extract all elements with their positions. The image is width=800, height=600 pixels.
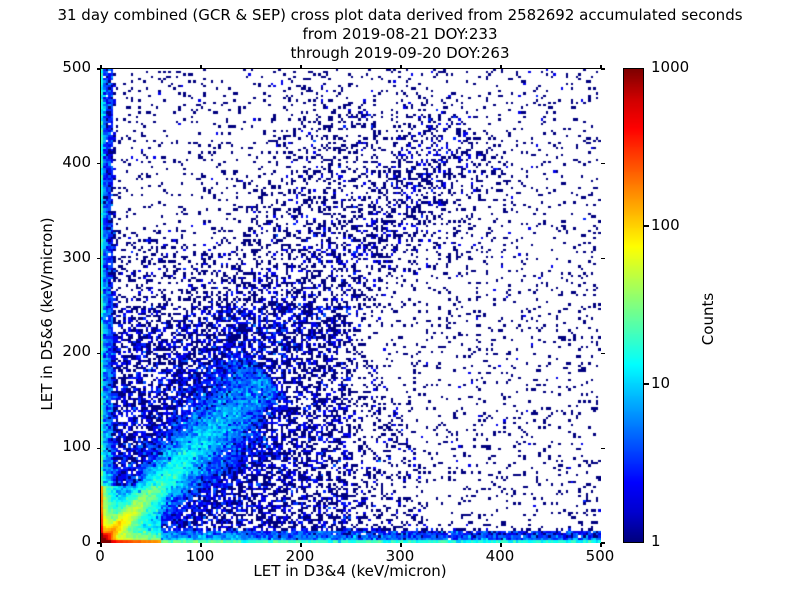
x-tick-mirror [500, 65, 502, 69]
y-tick-label: 100 [62, 437, 91, 456]
y-tick-mirror [601, 352, 605, 354]
x-tick-mirror [300, 65, 302, 69]
title-line-2: from 2019-08-21 DOY:233 [302, 25, 498, 43]
y-tick [97, 447, 101, 449]
y-tick [97, 68, 101, 70]
y-tick-mirror [601, 447, 605, 449]
y-tick-mirror [601, 258, 605, 260]
x-tick-mirror [400, 65, 402, 69]
x-tick-label: 300 [385, 547, 415, 565]
x-axis-title: LET in D3&4 (keV/micron) [253, 562, 447, 580]
y-tick-label: 500 [62, 58, 91, 76]
colorbar-title: Counts [699, 292, 717, 346]
x-tick-label: 500 [585, 547, 615, 565]
y-tick [97, 352, 101, 354]
colorbar-tick-label: 1 [651, 532, 661, 550]
colorbar-gradient [623, 68, 644, 543]
y-tick [97, 258, 101, 260]
y-axis-title: LET in D5&6 (keV/micron) [38, 217, 56, 411]
colorbar: 1 10 100 1000 [623, 58, 689, 550]
y-tick [97, 163, 101, 165]
colorbar-tick [644, 225, 649, 227]
colorbar-tick-label: 10 [651, 374, 671, 392]
plot-axes [97, 65, 605, 547]
colorbar-tick [644, 383, 649, 385]
title-line-1: 31 day combined (GCR & SEP) cross plot d… [57, 6, 743, 24]
x-tick-label: 400 [485, 547, 515, 565]
x-tick [600, 543, 602, 547]
colorbar-tick-label: 100 [651, 216, 680, 234]
y-tick-mirror [601, 68, 605, 70]
x-tick [300, 543, 302, 547]
x-tick-mirror [600, 65, 602, 69]
x-tick [100, 543, 102, 547]
x-tick-label: 100 [185, 547, 215, 565]
x-tick [400, 543, 402, 547]
density-scatter-plot [101, 69, 601, 543]
x-tick [500, 543, 502, 547]
y-tick-label: 300 [62, 247, 91, 266]
x-tick-mirror [100, 65, 102, 69]
y-tick-label: 200 [62, 342, 91, 361]
y-tick-mirror [601, 163, 605, 165]
plot-title: 31 day combined (GCR & SEP) cross plot d… [0, 6, 800, 63]
title-line-3: through 2019-09-20 DOY:263 [290, 44, 510, 62]
x-tick-mirror [200, 65, 202, 69]
y-tick-label: 0 [81, 532, 91, 550]
colorbar-tick-label: 1000 [651, 58, 690, 76]
y-tick-label: 400 [62, 152, 91, 171]
x-tick-label: 0 [95, 547, 105, 565]
y-tick-mirror [601, 542, 605, 544]
y-tick [97, 542, 101, 544]
x-tick [200, 543, 202, 547]
x-tick-label: 200 [285, 547, 315, 565]
